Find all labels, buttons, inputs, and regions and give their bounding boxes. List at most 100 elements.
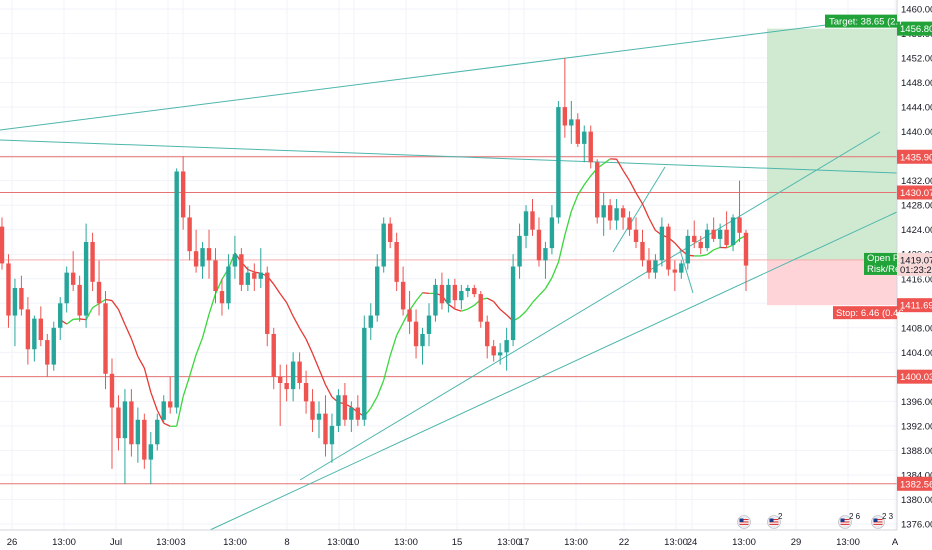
candle-body	[77, 284, 82, 316]
candle-body	[329, 425, 335, 445]
y-tick-label: 1424.00	[901, 225, 932, 236]
target-label-bg	[825, 14, 897, 28]
ma-segment	[486, 297, 494, 303]
us-flag-stripe	[873, 521, 883, 523]
y-tick-label: 1444.00	[901, 103, 932, 114]
ma-segment	[247, 268, 255, 273]
candle-body	[704, 229, 710, 249]
ma-segment	[150, 391, 158, 411]
x-tick-label: 13:00	[327, 537, 351, 548]
y-tick-label: 1384.00	[901, 470, 932, 481]
candle-body	[168, 401, 173, 408]
ma-segment	[292, 315, 301, 329]
candle-body	[297, 361, 302, 383]
ma-segment	[622, 170, 631, 182]
candle-body	[349, 407, 354, 420]
candle-body	[743, 232, 749, 266]
ma-segment	[551, 262, 559, 278]
trend-line	[0, 15, 898, 131]
ma-segment	[557, 235, 566, 263]
candle-body	[433, 284, 438, 316]
ma-segment	[383, 355, 391, 381]
us-flag-canton	[873, 518, 878, 522]
ma-segment	[130, 338, 139, 357]
level-price-label-bg	[897, 476, 932, 491]
x-tick-label: 26	[7, 537, 18, 548]
ma-segment	[525, 302, 534, 312]
ma-segment	[92, 303, 100, 309]
candle-body	[737, 217, 742, 233]
candle-body	[724, 229, 729, 246]
stop-label-bg	[833, 306, 897, 320]
candle-body	[666, 226, 671, 270]
ma-segment	[324, 384, 333, 398]
candle-body	[83, 241, 89, 316]
grid	[0, 0, 897, 530]
candle-body	[303, 382, 309, 402]
candle-body	[180, 171, 186, 218]
us-flag-stripe	[873, 523, 883, 525]
candle-body	[239, 254, 244, 285]
us-flag-stripe	[769, 519, 779, 521]
candle-body	[569, 119, 574, 126]
target-label: Target: 38.65 (2.7	[829, 17, 903, 28]
candle-body	[245, 272, 251, 285]
y-tick-label: 1408.00	[901, 323, 932, 334]
ma-segment	[389, 335, 398, 356]
ma-segment	[409, 300, 417, 311]
x-tick-label: 13:00	[497, 537, 521, 548]
trend-line	[0, 139, 898, 174]
ma-segment	[538, 288, 546, 296]
ma-segment	[544, 277, 553, 289]
trend-lines[interactable]	[0, 15, 898, 531]
ma-segment	[700, 253, 708, 257]
candle-body	[129, 401, 134, 445]
us-flag-canton	[840, 518, 845, 522]
candle-body	[284, 382, 289, 390]
candle-body	[730, 217, 736, 246]
candle-body	[607, 205, 613, 221]
ma-segment	[111, 300, 119, 310]
candle-body	[426, 315, 432, 334]
position-zones	[767, 28, 897, 306]
us-flag-canton	[739, 518, 744, 522]
candle-body	[640, 241, 645, 261]
ma-segment	[201, 314, 210, 338]
countdown-label: 01:23:25	[900, 265, 932, 276]
candle-body	[368, 315, 373, 328]
candle-body	[38, 318, 44, 341]
candle-body	[58, 303, 63, 328]
target-price-label-bg	[897, 21, 932, 36]
candle-body	[148, 444, 153, 460]
candle-body	[620, 208, 626, 218]
candle-body	[394, 241, 399, 282]
x-tick-label: 3	[180, 537, 185, 548]
event-badges[interactable]: 2 2 6 2 3	[737, 512, 894, 529]
candle-body	[316, 413, 322, 420]
x-tick-label: 24	[687, 537, 698, 548]
y-tick-label: 1396.00	[901, 397, 932, 408]
ma-segment	[182, 375, 191, 397]
candle-body	[355, 407, 361, 420]
candle-body	[582, 131, 587, 144]
ma-segment	[577, 184, 585, 196]
candle-body	[45, 340, 50, 365]
candle-body	[400, 281, 406, 310]
candle-body	[595, 162, 600, 218]
us-flag-stripe	[739, 521, 749, 523]
candle-body	[679, 263, 684, 273]
horizontal-levels[interactable]	[0, 156, 897, 485]
candle-body	[717, 229, 723, 239]
candle-body	[556, 107, 561, 218]
candle-body	[116, 407, 121, 439]
ma-segment	[422, 292, 430, 295]
trend-line	[679, 249, 694, 294]
ma-segment	[370, 396, 378, 409]
level-price-label-bg	[897, 185, 932, 200]
y-tick-label: 1376.00	[901, 520, 932, 531]
candle-body	[155, 419, 160, 445]
candle-body	[0, 226, 5, 264]
y-tick-label: 1432.00	[901, 176, 932, 187]
